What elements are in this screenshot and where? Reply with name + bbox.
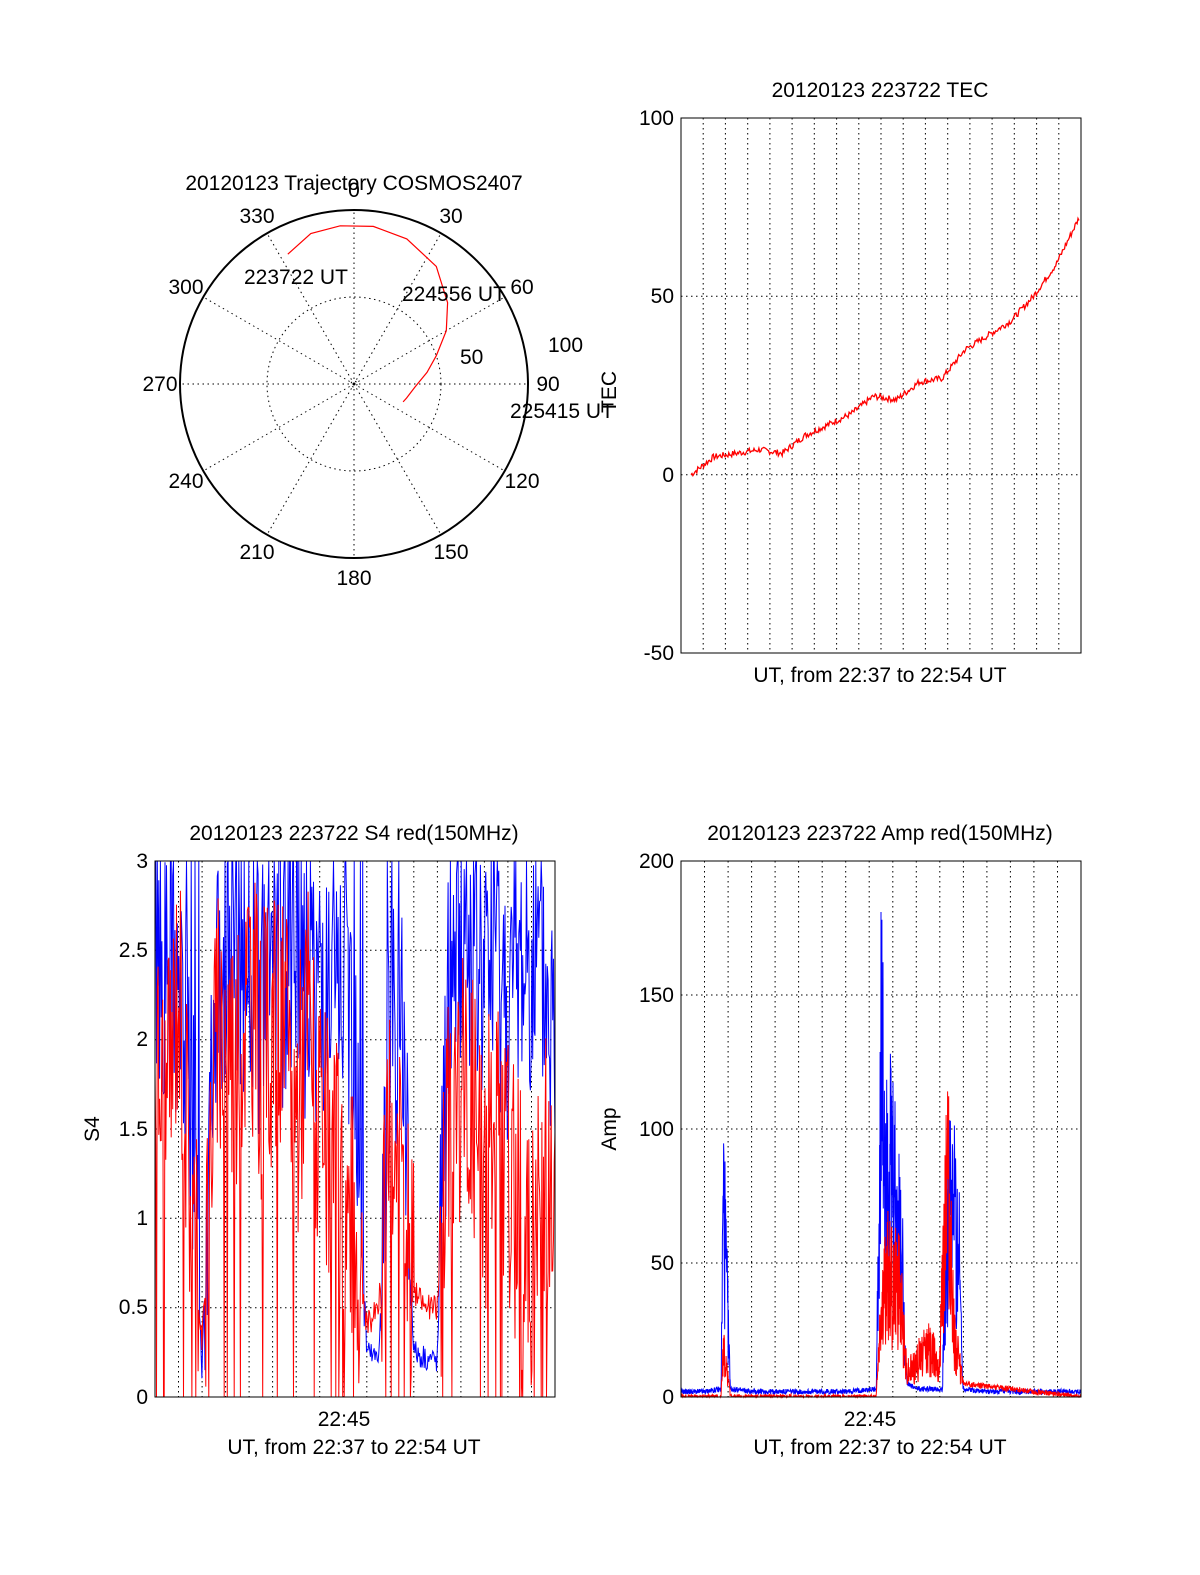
polar-spoke [353, 383, 442, 535]
polar-angle-labels: 0 30 60 90 120 150 180 210 240 270 300 330 [142, 179, 559, 590]
polar-title: 20120123 Trajectory COSMOS2407 [185, 172, 522, 195]
polar-time-label-mid: 224556 UT [402, 283, 506, 306]
amp-frame [680, 860, 1082, 1398]
amp-series-blue [680, 911, 1082, 1396]
polar-ring-mid [266, 296, 442, 472]
amp-ytick-100: 100 [639, 1118, 674, 1141]
tec-ytick-100: 100 [639, 107, 674, 130]
polar-spoke [203, 296, 355, 385]
s4-xtick-2245: 22:45 [318, 1408, 371, 1431]
amp-ylabel: Amp [598, 1107, 621, 1150]
s4-ytick-2-5: 2.5 [119, 939, 148, 962]
s4-frame [154, 860, 556, 1398]
polar-angle-label: 330 [239, 205, 274, 228]
s4-series-red [154, 882, 556, 1398]
polar-ring-center [350, 380, 358, 388]
tec-plot: 20120123 223722 TEC 100 50 0 -50 UT, fro… [639, 79, 1082, 687]
polar-spoke [353, 383, 505, 472]
polar-angle-label: 240 [168, 470, 203, 493]
s4-red-trace [154, 882, 556, 1398]
polar-angle-label: 0 [348, 179, 360, 202]
tec-title: 20120123 223722 TEC [772, 79, 989, 102]
polar-spoke [353, 296, 505, 385]
polar-angle-label: 270 [142, 373, 177, 396]
polar-spoke [203, 383, 355, 472]
polar-elev-label-100: 100 [548, 334, 583, 357]
tec-xlabel: UT, from 22:37 to 22:54 UT [753, 664, 1006, 687]
s4-ytick-3: 3 [136, 850, 148, 873]
polar-trajectory-line [287, 225, 449, 403]
polar-elev-label-50: 50 [460, 346, 483, 369]
polar-angle-label: 60 [510, 276, 533, 299]
s4-title: 20120123 223722 S4 red(150MHz) [189, 822, 518, 845]
amp-ytick-0: 0 [662, 1386, 674, 1409]
polar-angle-label: 120 [504, 470, 539, 493]
polar-outer-ring [179, 209, 529, 559]
polar-time-label-start: 223722 UT [244, 266, 348, 289]
tec-frame [680, 117, 1082, 654]
polar-angle-label: 150 [433, 541, 468, 564]
s4-blue-trace [154, 860, 556, 1379]
polar-time-label-end: 225415 UT [510, 400, 614, 423]
s4-plot: 20120123 223722 S4 red(150MHz) 3 2.5 2 1… [81, 822, 556, 1459]
s4-ytick-1-5: 1.5 [119, 1118, 148, 1141]
amp-ytick-200: 200 [639, 850, 674, 873]
tec-grid [681, 118, 1081, 653]
amp-ytick-150: 150 [639, 984, 674, 1007]
tec-ytick-0: 0 [662, 464, 674, 487]
s4-ytick-1: 1 [136, 1207, 148, 1230]
polar-angle-label: 90 [536, 373, 559, 396]
polar-spoke [353, 233, 442, 385]
amp-xlabel: UT, from 22:37 to 22:54 UT [753, 1436, 1006, 1459]
polar-spoke [266, 233, 355, 385]
polar-plot: 20120123 Trajectory COSMOS2407 0 30 60 90 12… [142, 172, 621, 590]
amp-title: 20120123 223722 Amp red(150MHz) [707, 822, 1053, 845]
s4-series-blue [154, 860, 556, 1379]
polar-side-label-tec: TEC [598, 371, 621, 413]
amp-xtick-2245: 22:45 [844, 1408, 897, 1431]
s4-xlabel: UT, from 22:37 to 22:54 UT [227, 1436, 480, 1459]
tec-series-line [690, 216, 1080, 477]
s4-ytick-2: 2 [136, 1028, 148, 1051]
amp-ytick-50: 50 [651, 1252, 674, 1275]
polar-spoke [266, 383, 355, 535]
polar-grid [180, 210, 528, 558]
tec-ytick-minus50: -50 [644, 642, 674, 665]
polar-angle-label: 30 [439, 205, 462, 228]
polar-angle-label: 180 [336, 567, 371, 590]
polar-angle-label: 210 [239, 541, 274, 564]
s4-ytick-0: 0 [136, 1386, 148, 1409]
s4-ylabel: S4 [81, 1116, 104, 1142]
tec-ytick-50: 50 [651, 285, 674, 308]
amp-plot: 20120123 223722 Amp red(150MHz) 200 150 … [598, 822, 1082, 1459]
polar-angle-label: 300 [168, 276, 203, 299]
s4-ytick-0-5: 0.5 [119, 1296, 148, 1319]
